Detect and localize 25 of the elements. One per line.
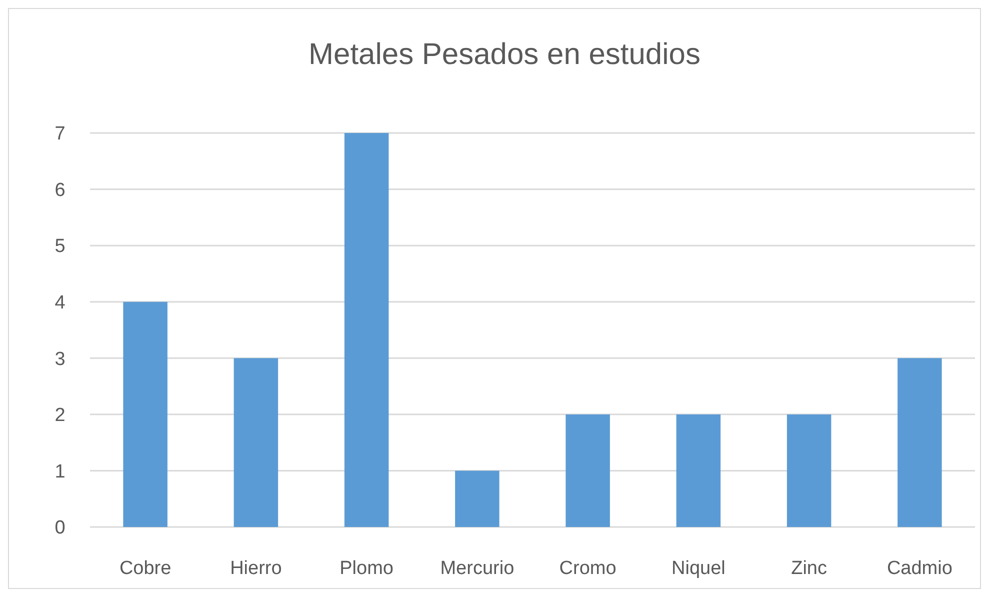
x-tick-label: Mercurio (440, 558, 514, 579)
y-tick-label: 2 (54, 405, 66, 426)
y-tick-label: 6 (54, 180, 66, 201)
bar (455, 470, 500, 527)
x-tick-label: Cobre (119, 558, 172, 579)
bar (234, 358, 278, 527)
bar (344, 133, 389, 527)
y-tick-label: 5 (54, 236, 66, 258)
x-tick-label: Plomo (340, 558, 394, 579)
bar (566, 414, 610, 527)
chart-title: Metales Pesados en estudios (308, 38, 700, 71)
y-tick-label: 3 (54, 348, 66, 370)
y-tick-label: 4 (54, 292, 66, 314)
x-tick-label: Zinc (791, 558, 828, 579)
y-tick-label: 7 (54, 124, 66, 145)
x-tick-label: Cromo (559, 558, 616, 579)
bar (676, 414, 721, 527)
x-tick-label: Niquel (672, 558, 726, 579)
bar (123, 302, 168, 527)
x-tick-label: Cadmio (886, 558, 952, 579)
bar (898, 358, 942, 527)
y-tick-label: 0 (54, 518, 66, 539)
bar (786, 414, 832, 527)
y-tick-label: 1 (54, 461, 66, 482)
x-tick-label: Hierro (230, 558, 282, 579)
